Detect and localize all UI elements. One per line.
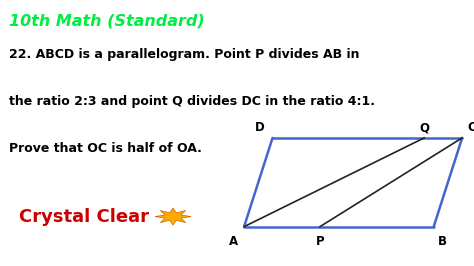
Text: 22. ABCD is a parallelogram. Point P divides AB in: 22. ABCD is a parallelogram. Point P div…: [9, 48, 360, 61]
Text: the ratio 2:3 and point Q divides DC in the ratio 4:1.: the ratio 2:3 and point Q divides DC in …: [9, 95, 375, 108]
Text: Prove that OC is half of OA.: Prove that OC is half of OA.: [9, 142, 202, 155]
Polygon shape: [155, 208, 191, 225]
Text: C: C: [467, 121, 474, 134]
Text: Crystal Clear: Crystal Clear: [19, 207, 149, 226]
Text: Q: Q: [419, 121, 429, 134]
Text: B: B: [438, 235, 447, 248]
Text: D: D: [255, 121, 264, 134]
Text: A: A: [229, 235, 238, 248]
Text: P: P: [316, 235, 324, 248]
Text: SAMPLE PAPER 2024: SAMPLE PAPER 2024: [278, 13, 465, 28]
Text: 10th Math (Standard): 10th Math (Standard): [9, 13, 205, 28]
